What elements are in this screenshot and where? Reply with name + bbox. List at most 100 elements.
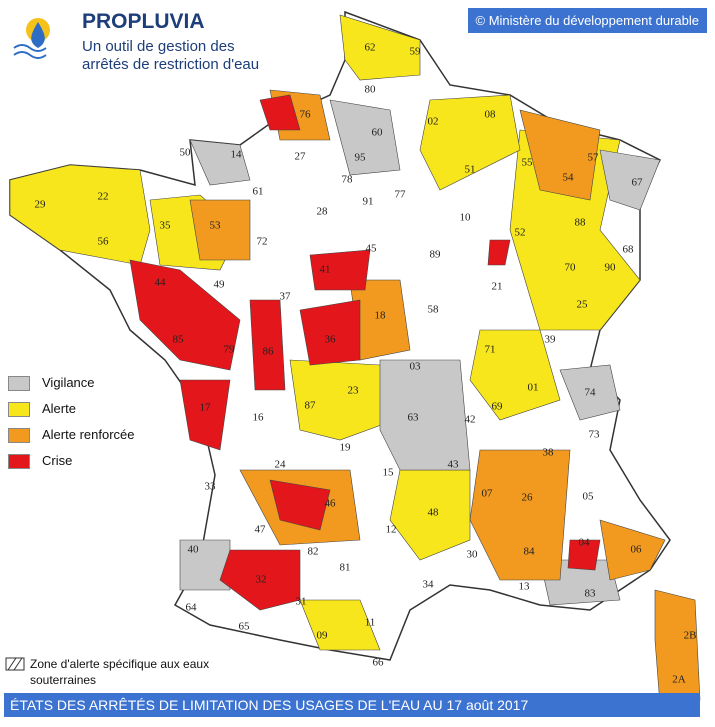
department-label: 34 xyxy=(423,579,435,591)
department-label: 39 xyxy=(545,334,557,346)
department-label: 21 xyxy=(492,281,503,293)
department-label: 58 xyxy=(428,304,440,316)
department-label: 07 xyxy=(482,488,494,500)
department-label: 14 xyxy=(231,149,243,161)
department-label: 84 xyxy=(524,546,536,558)
department-label: 03 xyxy=(410,361,422,373)
department-label: 40 xyxy=(188,544,200,556)
department-label: 49 xyxy=(214,279,226,291)
department-labels: 62 59 80 76 60 02 08 50 14 27 95 51 55 57 54 67 29 22 35 61… xyxy=(35,42,697,686)
groundwater-note: Zone d'alerte spécifique aux eaux souter… xyxy=(30,656,209,688)
department-label: 87 xyxy=(305,400,317,412)
department-label: 78 xyxy=(342,174,354,186)
legend-swatch xyxy=(8,428,30,444)
department-label: 81 xyxy=(340,562,351,574)
department-label: 48 xyxy=(428,507,440,519)
department-label: 12 xyxy=(386,524,397,536)
department-label: 53 xyxy=(210,220,222,232)
department-label: 32 xyxy=(256,574,267,586)
department-label: 56 xyxy=(98,236,110,248)
department-label: 08 xyxy=(485,109,497,121)
department-label: 43 xyxy=(448,459,460,471)
department-label: 37 xyxy=(280,291,292,303)
department-label: 27 xyxy=(295,151,307,163)
department-label: 79 xyxy=(224,344,236,356)
department-label: 01 xyxy=(528,382,539,394)
department-label: 11 xyxy=(365,617,376,629)
department-label: 28 xyxy=(317,206,329,218)
department-label: 05 xyxy=(583,491,595,503)
department-label: 51 xyxy=(465,164,476,176)
department-label: 82 xyxy=(308,546,319,558)
department-label: 18 xyxy=(375,310,387,322)
legend-swatch xyxy=(8,402,30,418)
department-label: 13 xyxy=(519,581,531,593)
hatch xyxy=(7,657,23,671)
department-label: 22 xyxy=(98,191,109,203)
department-label: 65 xyxy=(239,621,251,633)
department-label: 57 xyxy=(588,152,600,164)
department-label: 2B xyxy=(684,630,697,642)
department-label: 04 xyxy=(579,537,591,549)
footer: ÉTATS DES ARRÊTÉS DE LIMITATION DES USAG… xyxy=(4,693,700,717)
department-label: 19 xyxy=(340,442,352,454)
department-label: 30 xyxy=(467,549,479,561)
department-label: 73 xyxy=(589,429,601,441)
title: PROPLUVIA xyxy=(82,10,205,33)
legend-label: Crise xyxy=(42,453,73,468)
department-label: 02 xyxy=(428,116,439,128)
legend-swatch xyxy=(8,454,30,470)
subtitle-line: arrêtés de restriction d'eau xyxy=(82,56,260,73)
department-label: 36 xyxy=(325,334,337,346)
department-label: 77 xyxy=(395,189,407,201)
department-label: 24 xyxy=(275,459,287,471)
department-label: 70 xyxy=(565,262,577,274)
department-label: 89 xyxy=(430,249,442,261)
copyright: © Ministère du développement durable xyxy=(467,8,707,33)
department-label: 55 xyxy=(522,157,534,169)
department-label: 91 xyxy=(363,196,374,208)
zones xyxy=(9,14,701,706)
department-label: 72 xyxy=(257,236,268,248)
department-label: 88 xyxy=(575,217,587,229)
department-label: 16 xyxy=(253,412,265,424)
subtitle: Un outil de gestion des arrêtés de restr… xyxy=(82,38,259,74)
department-label: 35 xyxy=(160,220,172,232)
department-label: 26 xyxy=(522,492,534,504)
department-label: 60 xyxy=(372,127,384,139)
department-label: 63 xyxy=(408,412,420,424)
department-label: 10 xyxy=(460,212,472,224)
department-label: 38 xyxy=(543,447,555,459)
legend-label: Alerte renforcée xyxy=(42,427,135,442)
department-label: 46 xyxy=(325,498,337,510)
legend-item: Crise xyxy=(8,453,73,470)
department-label: 80 xyxy=(365,84,377,96)
department-label: 17 xyxy=(200,402,212,414)
logo xyxy=(13,18,50,59)
department-label: 29 xyxy=(35,199,47,211)
department-label: 66 xyxy=(373,657,385,669)
department-label: 86 xyxy=(263,346,275,358)
legend-swatch xyxy=(8,376,30,392)
department-label: 50 xyxy=(180,147,192,159)
department-label: 59 xyxy=(410,46,422,58)
subtitle-line: Un outil de gestion des xyxy=(82,38,235,55)
department-label: 64 xyxy=(186,602,198,614)
legend-label: Alerte xyxy=(42,401,76,416)
department-label: 61 xyxy=(253,186,264,198)
department-label: 47 xyxy=(255,524,267,536)
note-line: Zone d'alerte spécifique aux eaux xyxy=(30,657,210,671)
department-label: 41 xyxy=(320,264,331,276)
department-label: 33 xyxy=(205,481,217,493)
department-label: 06 xyxy=(631,544,643,556)
department-label: 25 xyxy=(577,299,589,311)
department-label: 68 xyxy=(623,244,635,256)
department-label: 15 xyxy=(383,467,395,479)
department-label: 44 xyxy=(155,277,167,289)
department-label: 54 xyxy=(563,172,575,184)
department-label: 76 xyxy=(300,109,312,121)
legend-item: Alerte renforcée xyxy=(8,427,135,444)
department-label: 83 xyxy=(585,588,597,600)
